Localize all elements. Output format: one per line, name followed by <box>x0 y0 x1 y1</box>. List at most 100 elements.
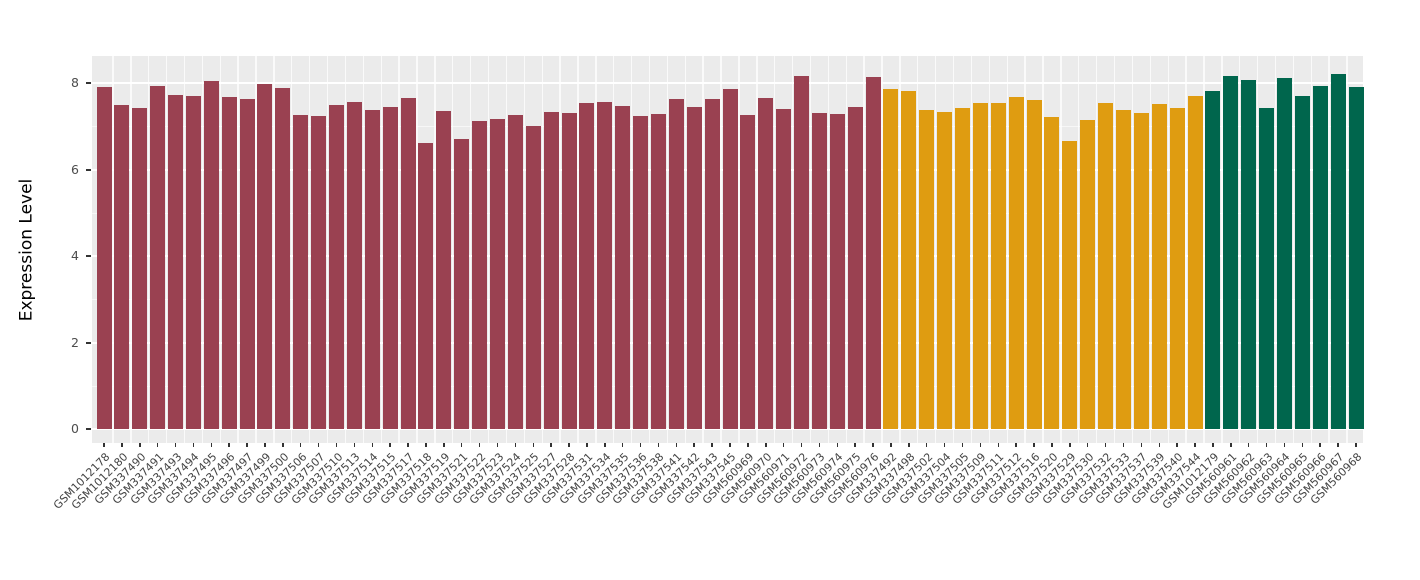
x-axis-tick <box>514 443 517 447</box>
x-axis-tick <box>121 443 123 447</box>
y-major-gridline <box>92 82 1363 84</box>
x-axis-tick <box>156 443 159 447</box>
x-minor-gridline <box>1167 56 1169 443</box>
x-axis-tick <box>818 443 821 447</box>
x-axis-tick <box>425 443 427 447</box>
bar <box>257 83 273 429</box>
y-axis-tick-label: 0 <box>71 421 79 436</box>
bar <box>740 115 756 429</box>
bar <box>132 108 148 429</box>
x-axis-tick <box>693 443 695 447</box>
x-axis-tick <box>1283 443 1286 447</box>
bar <box>561 113 577 429</box>
bar <box>1098 102 1114 429</box>
bar <box>883 89 899 429</box>
bar <box>758 97 774 429</box>
y-axis-tick <box>86 168 91 171</box>
x-axis-tick <box>1015 443 1017 447</box>
x-axis-tick <box>353 443 356 447</box>
x-minor-gridline <box>648 56 651 443</box>
x-minor-gridline <box>1095 56 1098 443</box>
y-axis-tick <box>86 82 91 84</box>
x-axis-tick <box>532 443 534 447</box>
x-axis-tick <box>460 443 463 447</box>
x-axis-tick <box>1140 443 1143 447</box>
x-axis-tick <box>1247 443 1250 447</box>
x-minor-gridline <box>809 56 812 443</box>
bar <box>1259 108 1275 429</box>
x-axis-tick <box>1086 443 1089 447</box>
bar <box>937 111 953 429</box>
bar <box>239 99 255 429</box>
bar <box>901 90 917 429</box>
x-minor-gridline <box>469 56 472 443</box>
x-minor-gridline <box>1042 56 1044 443</box>
x-minor-gridline <box>523 56 525 443</box>
x-minor-gridline <box>326 56 329 443</box>
x-axis-tick <box>246 443 248 447</box>
x-minor-gridline <box>148 56 150 443</box>
bar <box>489 119 505 429</box>
x-minor-gridline <box>845 56 847 443</box>
bar <box>650 114 666 429</box>
x-minor-gridline <box>273 56 275 443</box>
x-axis-tick <box>872 443 874 447</box>
x-minor-gridline <box>1149 56 1151 443</box>
x-axis-tick <box>961 443 964 447</box>
x-minor-gridline <box>1328 56 1330 443</box>
x-axis-tick <box>854 443 856 447</box>
bar <box>418 142 434 429</box>
x-minor-gridline <box>970 56 973 443</box>
x-axis-tick <box>371 443 374 447</box>
x-minor-gridline <box>702 56 704 443</box>
bar <box>507 115 523 429</box>
x-minor-gridline <box>291 56 293 443</box>
x-minor-gridline <box>201 56 204 443</box>
x-axis-tick <box>1265 443 1268 447</box>
x-axis-tick <box>1158 443 1160 447</box>
x-minor-gridline <box>1203 56 1205 443</box>
bar <box>364 110 380 429</box>
x-axis-tick <box>282 443 284 447</box>
x-minor-gridline <box>630 56 633 443</box>
x-axis-tick <box>443 443 445 447</box>
bar <box>221 97 237 429</box>
x-axis-tick <box>407 443 409 447</box>
x-minor-gridline <box>1274 56 1277 443</box>
plot-panel <box>92 56 1364 443</box>
x-minor-gridline <box>1113 56 1116 443</box>
bar <box>1062 140 1078 429</box>
x-axis-tick <box>675 443 678 447</box>
x-minor-gridline <box>1221 56 1223 443</box>
bar <box>1115 109 1131 429</box>
bar <box>668 98 684 429</box>
bar <box>525 125 541 429</box>
x-axis-tick <box>228 443 230 447</box>
x-minor-gridline <box>1292 56 1295 443</box>
bar <box>794 76 810 429</box>
y-axis-tick <box>86 341 91 344</box>
x-axis-tick <box>979 443 982 447</box>
bar <box>1330 73 1346 429</box>
x-minor-gridline <box>934 56 937 443</box>
x-minor-gridline <box>1131 56 1134 443</box>
x-minor-gridline <box>988 56 991 443</box>
x-minor-gridline <box>255 56 257 443</box>
x-minor-gridline <box>613 56 615 443</box>
bar <box>96 86 112 429</box>
bar <box>185 95 201 429</box>
x-axis-tick <box>1104 443 1107 447</box>
x-minor-gridline <box>881 56 883 443</box>
bar <box>972 103 988 429</box>
x-axis-tick <box>1355 443 1357 447</box>
x-minor-gridline <box>595 56 597 443</box>
x-minor-gridline <box>505 56 508 443</box>
bar <box>1223 75 1239 429</box>
x-axis-tick <box>711 443 713 447</box>
x-axis-tick <box>657 443 660 447</box>
x-minor-gridline <box>1185 56 1187 443</box>
bar <box>704 98 720 429</box>
x-axis-tick <box>943 443 946 447</box>
bar <box>722 89 738 429</box>
